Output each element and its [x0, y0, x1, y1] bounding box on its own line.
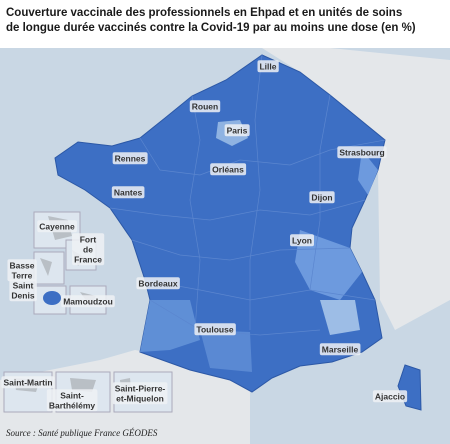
city-label-text: Basse: [9, 260, 34, 270]
label-box: [112, 152, 148, 165]
city-label: Orléans: [210, 163, 247, 176]
title-line: de longue durée vaccinés contre la Covid…: [6, 22, 416, 34]
city-label: Bordeaux: [136, 277, 180, 290]
region-light: [200, 330, 252, 372]
city-label-text: Saint: [13, 280, 34, 290]
city-label: Saint-Pierre-et-Miquelon: [112, 382, 168, 405]
city-label-text: Mamoudzou: [63, 296, 113, 306]
city-label-text: et-Miquelon: [116, 393, 164, 403]
island: [43, 291, 61, 305]
region-light: [320, 300, 360, 335]
city-label-text: Saint-Pierre-: [115, 383, 166, 393]
city-label-text: Bordeaux: [138, 278, 177, 288]
city-label: Paris: [224, 124, 250, 137]
city-label-text: Cayenne: [39, 221, 75, 231]
city-label-text: Lille: [259, 61, 276, 71]
title-line: Couverture vaccinale des professionnels …: [6, 7, 402, 19]
city-label: Strasbourg: [337, 146, 387, 159]
label-box: [1, 376, 55, 389]
city-label: Rouen: [189, 100, 221, 113]
city-label: Cayenne: [37, 220, 77, 233]
island: [40, 258, 52, 276]
city-label-text: Orléans: [212, 164, 244, 174]
title: Couverture vaccinale des professionnels …: [6, 7, 416, 34]
city-label-text: Saint-: [60, 390, 84, 400]
city-label-text: Saint-Martin: [3, 377, 52, 387]
label-box: [194, 323, 236, 336]
city-label-text: Paris: [227, 125, 248, 135]
city-label-text: Ajaccio: [375, 391, 405, 401]
label-box: [112, 382, 168, 405]
region-light: [295, 230, 362, 300]
label-box: [257, 60, 279, 73]
city-label-text: France: [74, 254, 102, 264]
island: [70, 378, 96, 392]
city-label-text: Fort: [80, 234, 97, 244]
city-label-text: Terre: [12, 270, 33, 280]
label-box: [111, 186, 145, 199]
label-box: [309, 191, 335, 204]
city-label: Lille: [257, 60, 279, 73]
label-box: [61, 295, 115, 308]
city-label-text: Rennes: [115, 153, 146, 163]
label-box: [290, 234, 314, 247]
label-box: [72, 233, 105, 266]
neighbor-land: [262, 48, 450, 330]
city-label-text: Barthélémy: [49, 400, 96, 410]
city-label: Saint-Martin: [1, 376, 55, 389]
region-light: [140, 300, 200, 352]
label-box: [136, 277, 180, 290]
label-box: [224, 124, 250, 137]
city-label-text: de: [83, 244, 93, 254]
city-label-text: Toulouse: [196, 324, 233, 334]
title-band: [0, 0, 450, 48]
label-box: [319, 343, 361, 356]
city-label: Dijon: [309, 191, 335, 204]
city-label: Mamoudzou: [61, 295, 115, 308]
city-label-text: Marseille: [322, 344, 359, 354]
label-box: [37, 220, 77, 233]
label-box: [9, 279, 37, 302]
city-label-text: Denis: [11, 290, 34, 300]
label-box: [372, 390, 408, 403]
city-label: Marseille: [319, 343, 361, 356]
city-label: Lyon: [290, 234, 314, 247]
city-label: Saint-Barthélémy: [46, 389, 98, 412]
city-label-text: Nantes: [114, 187, 143, 197]
label-box: [189, 100, 221, 113]
city-label: Toulouse: [194, 323, 236, 336]
label-box: [7, 259, 37, 282]
label-box: [337, 146, 387, 159]
city-label: Rennes: [112, 152, 148, 165]
city-label: Nantes: [111, 186, 145, 199]
source: Source : Santé publique France GÉODES: [6, 428, 158, 438]
city-label-text: Rouen: [192, 101, 218, 111]
city-label-text: Lyon: [292, 235, 312, 245]
label-box: [46, 389, 98, 412]
region-light: [358, 150, 378, 195]
city-label-text: Dijon: [311, 192, 332, 202]
label-box: [210, 163, 247, 176]
city-label-text: Strasbourg: [339, 147, 384, 157]
city-label: Ajaccio: [372, 390, 408, 403]
france: [54, 54, 386, 393]
